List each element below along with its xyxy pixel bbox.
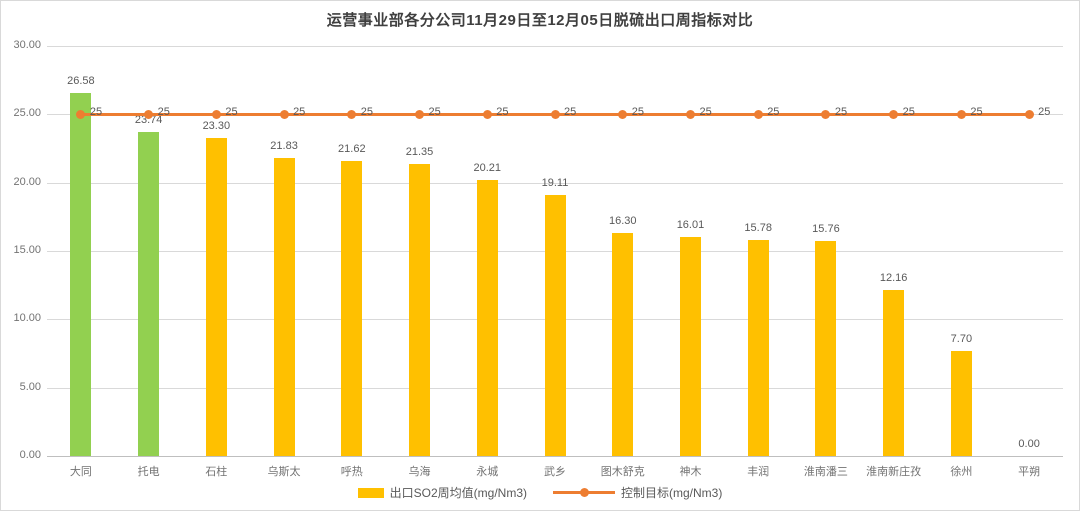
bar-value-label: 23.30	[202, 119, 231, 132]
target-value-label: 25	[834, 106, 848, 119]
target-line-marker-icon	[211, 109, 221, 119]
target-line-marker-icon	[76, 109, 86, 119]
target-line-marker-icon	[550, 109, 560, 119]
legend-item-line-series: 控制目标(mg/Nm3)	[553, 484, 722, 501]
x-axis-label: 徐州	[950, 466, 973, 478]
target-line-marker-icon	[956, 109, 966, 119]
bar	[341, 160, 363, 456]
target-value-label: 25	[496, 106, 509, 119]
x-axis-label: 石柱	[205, 466, 228, 478]
legend-item-bar-series: 出口SO2周均值(mg/Nm3)	[357, 484, 527, 501]
bar	[544, 194, 566, 456]
bar-value-label: 0.00	[1018, 438, 1040, 450]
x-axis-label: 平朔	[1018, 466, 1041, 478]
x-axis-label: 乌斯太	[267, 466, 301, 478]
target-line-marker-icon	[685, 109, 695, 119]
x-axis-label: 淮南潘三	[803, 466, 848, 478]
x-axis-label: 淮南新庄孜	[866, 466, 922, 478]
target-value-label: 25	[970, 106, 983, 119]
target-value-label: 25	[428, 106, 441, 119]
line-series-swatch-icon	[553, 488, 615, 497]
bar-value-label: 19.11	[541, 176, 569, 189]
x-axis-label: 乌海	[408, 466, 431, 478]
y-axis-label: 0.00	[19, 449, 41, 461]
legend-bar-label: 出口SO2周均值(mg/Nm3)	[389, 486, 527, 500]
target-value-label: 25	[902, 106, 915, 119]
bar	[273, 157, 295, 456]
bar	[205, 137, 227, 456]
bar	[883, 289, 905, 456]
target-value-label: 25	[293, 106, 306, 119]
bar	[950, 350, 972, 456]
bar-value-label: 20.21	[473, 161, 502, 174]
bar-value-label: 21.35	[405, 146, 434, 159]
legend: 出口SO2周均值(mg/Nm3) 控制目标(mg/Nm3)	[1, 484, 1079, 501]
target-line-marker-icon	[415, 109, 425, 119]
target-value-label: 25	[631, 106, 644, 119]
bar	[409, 164, 431, 456]
x-axis-line	[47, 456, 1063, 457]
target-line-marker-icon	[482, 109, 492, 119]
x-axis-label: 图木舒克	[600, 466, 645, 478]
x-axis-label: 丰润	[747, 466, 770, 478]
bar	[70, 92, 92, 456]
target-value-label: 25	[360, 106, 374, 119]
bar-series-swatch-icon	[357, 487, 384, 498]
y-axis-label: 10.00	[13, 312, 41, 325]
bar	[747, 240, 769, 456]
legend-line-label: 控制目标(mg/Nm3)	[621, 486, 723, 500]
bar-value-label: 16.01	[676, 219, 705, 232]
bar-value-label: 12.16	[879, 271, 908, 284]
bar	[612, 233, 634, 456]
x-axis-label: 托电	[137, 466, 160, 478]
chart-title: 运营事业部各分公司11月29日至12月05日脱硫出口周指标对比	[326, 12, 754, 29]
x-axis-label: 大同	[69, 466, 92, 478]
x-axis-label: 永城	[476, 466, 499, 478]
bar-value-label: 21.83	[270, 139, 298, 152]
target-line-marker-icon	[753, 109, 763, 119]
bar-value-label: 23.74	[134, 113, 163, 126]
bar-value-label: 15.76	[812, 222, 840, 235]
target-line-marker-icon	[618, 109, 628, 119]
bar	[138, 131, 160, 456]
bar-value-label: 21.62	[338, 142, 366, 155]
target-value-label: 25	[225, 106, 238, 119]
target-line-marker-icon	[1024, 109, 1034, 119]
target-value-label: 25	[699, 106, 712, 119]
y-axis-label: 25.00	[13, 107, 41, 120]
target-value-label: 25	[564, 106, 577, 119]
bar-value-label: 16.30	[608, 215, 637, 228]
gridline	[47, 46, 1063, 47]
target-value-label: 25	[89, 106, 103, 119]
y-axis-label: 5.00	[19, 380, 41, 393]
y-axis-label: 20.00	[13, 175, 41, 188]
target-line-marker-icon	[347, 109, 357, 119]
y-axis-label: 15.00	[13, 244, 41, 256]
bar	[815, 240, 837, 456]
target-value-label: 25	[1038, 106, 1051, 119]
target-value-label: 25	[157, 106, 170, 119]
bar	[679, 237, 701, 456]
bar	[476, 179, 498, 456]
target-line-marker-icon	[889, 109, 899, 119]
target-value-label: 25	[767, 106, 780, 119]
target-line-marker-icon	[821, 109, 831, 119]
x-axis-label: 神木	[679, 466, 702, 478]
target-line-marker-icon	[279, 109, 289, 119]
gridline	[47, 182, 1063, 184]
bar-value-label: 26.58	[67, 74, 95, 87]
bar-value-label: 7.70	[950, 332, 973, 345]
y-axis-label: 30.00	[13, 39, 41, 51]
bar-value-label: 15.78	[744, 222, 772, 235]
x-axis-label: 呼热	[340, 466, 363, 478]
x-axis-label: 武乡	[543, 466, 566, 478]
target-line-marker-icon	[144, 109, 154, 119]
